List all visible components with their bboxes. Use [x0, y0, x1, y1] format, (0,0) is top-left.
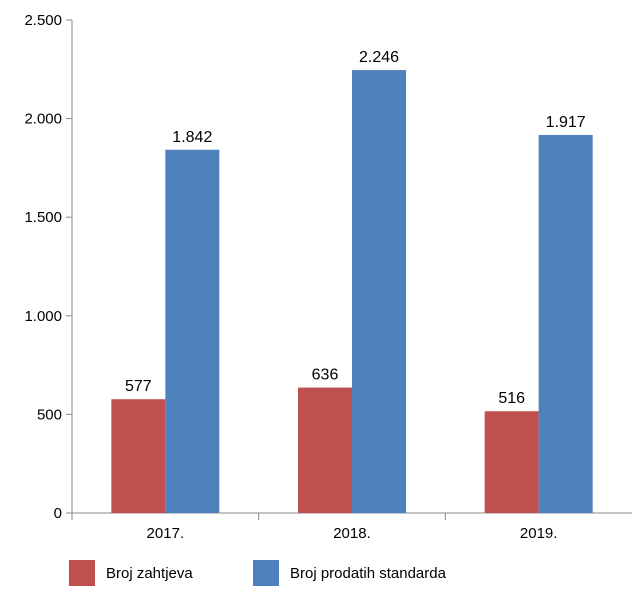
- bar-broj-zahtjeva: [298, 387, 352, 513]
- y-tick-label: 0: [54, 505, 62, 522]
- bar-data-label: 1.917: [546, 114, 586, 131]
- x-tick-label: 2018.: [333, 525, 371, 542]
- x-tick-label: 2019.: [520, 525, 558, 542]
- bar-broj-prodatih-standarda: [538, 134, 593, 514]
- bar-data-label: 636: [312, 367, 339, 384]
- chart-legend: Broj zahtjeva Broj prodatih standarda: [69, 560, 447, 586]
- chart-axes: 0 500 1.000 1.500 2.000 2.500 2017. 2018. 2019.: [24, 12, 632, 542]
- bar-data-label: 577: [125, 378, 152, 395]
- y-tick-label: 2.500: [24, 12, 62, 29]
- legend-label: Broj zahtjeva: [106, 565, 193, 582]
- y-tick-label: 2.000: [24, 111, 62, 128]
- bar-broj-zahtjeva: [484, 411, 539, 513]
- bar-data-label: 2.246: [359, 49, 399, 66]
- x-tick-label: 2017.: [147, 525, 185, 542]
- bar-data-label: 516: [498, 390, 525, 407]
- y-tick-label: 500: [37, 406, 62, 423]
- bar-broj-prodatih-standarda: [352, 70, 406, 513]
- bar-broj-zahtjeva: [111, 399, 166, 513]
- legend-swatch: [69, 560, 95, 586]
- legend-label: Broj prodatih standarda: [290, 565, 447, 582]
- chart-bars: [111, 70, 593, 514]
- bar-data-label: 1.842: [172, 129, 212, 146]
- chart-data-labels: 577 1.842 636 2.246 516 1.917: [125, 49, 586, 407]
- bar-broj-prodatih-standarda: [165, 149, 220, 513]
- legend-swatch: [253, 560, 279, 586]
- y-tick-label: 1.500: [24, 209, 62, 226]
- y-tick-label: 1.000: [24, 308, 62, 325]
